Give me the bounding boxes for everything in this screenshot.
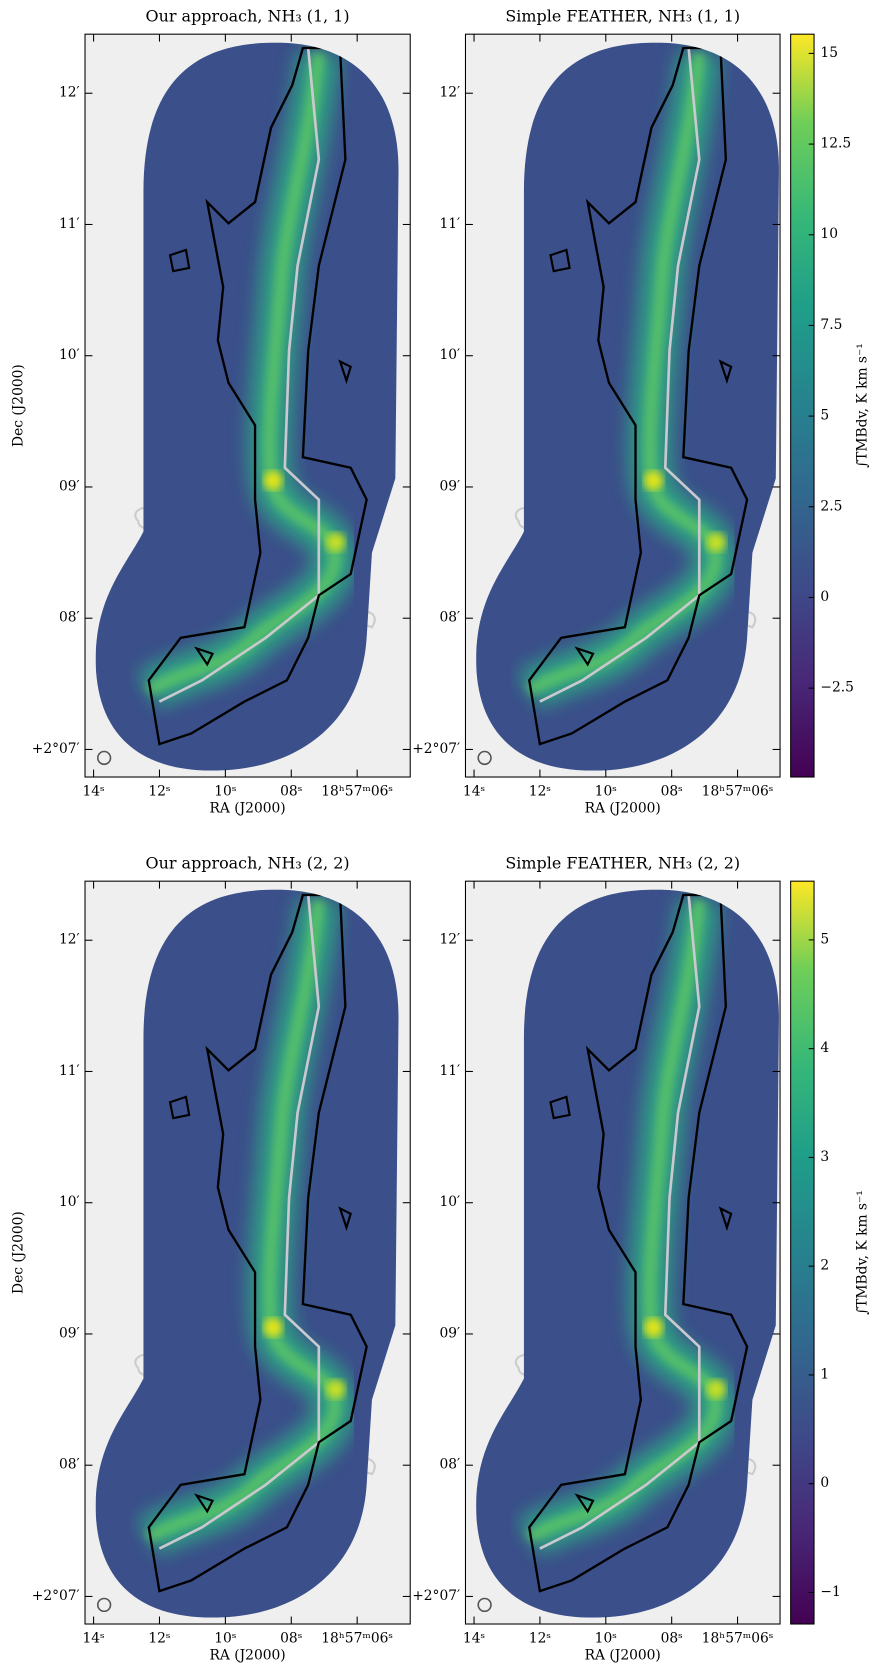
- colorbar-tick-label: 12.5: [820, 136, 851, 152]
- y-tick-label: 12′: [439, 932, 460, 948]
- y-tick-label: +2°07′: [32, 1588, 80, 1604]
- colorbar-tick-label: 5: [820, 408, 829, 424]
- x-tick-label: 18ʰ57ᵐ06ˢ: [702, 1630, 774, 1646]
- axes-frame: [464, 880, 781, 1625]
- colorbar-tick-label: 1: [820, 1366, 829, 1382]
- x-tick-label: 14ˢ: [463, 1630, 486, 1646]
- colorbar-tick-label: −1: [820, 1584, 840, 1600]
- colorbar-tick-label: 2: [820, 1258, 829, 1274]
- colorbar-tick-label: 4: [820, 1040, 829, 1056]
- x-tick-label: 12ˢ: [148, 783, 171, 799]
- y-tick-label: 08′: [439, 610, 460, 626]
- x-tick-label: 18ʰ57ᵐ06ˢ: [702, 783, 774, 799]
- y-tick-label: 10′: [59, 1194, 80, 1210]
- y-tick-label: 09′: [59, 1325, 80, 1341]
- y-tick-label: 10′: [439, 1194, 460, 1210]
- colorbar-tick-label: 0: [820, 589, 829, 605]
- panel-title: Our approach, NH₃ (2, 2): [146, 854, 350, 873]
- colorbar-tick-label: 3: [820, 1149, 829, 1165]
- x-tick-label: 14ˢ: [463, 783, 486, 799]
- y-tick-label: 09′: [439, 478, 460, 494]
- colorbar-label: ∫TMBdv, K km s⁻¹: [854, 343, 870, 468]
- colorbar-tick-label: 7.5: [820, 317, 842, 333]
- colorbar-tick-label: 0: [820, 1475, 829, 1491]
- x-tick-label: 12ˢ: [529, 1630, 552, 1646]
- panel-title: Simple FEATHER, NH₃ (1, 1): [505, 7, 740, 26]
- panel-title: Simple FEATHER, NH₃ (2, 2): [505, 854, 740, 873]
- y-tick-label: 09′: [439, 1325, 460, 1341]
- colorbar: [790, 880, 815, 1625]
- colorbar-tick-label: 10: [820, 226, 838, 242]
- x-tick-label: 18ʰ57ᵐ06ˢ: [321, 1630, 393, 1646]
- x-tick-label: 14ˢ: [82, 1630, 105, 1646]
- x-tick-label: 12ˢ: [529, 783, 552, 799]
- panel-title: Our approach, NH₃ (1, 1): [146, 7, 350, 26]
- x-tick-label: 18ʰ57ᵐ06ˢ: [321, 783, 393, 799]
- x-tick-label: 14ˢ: [82, 783, 105, 799]
- x-tick-label: 10ˢ: [595, 1630, 618, 1646]
- x-tick-label: 08ˢ: [280, 783, 303, 799]
- colorbar-tick-label: 15: [820, 45, 838, 61]
- x-tick-label: 08ˢ: [280, 1630, 303, 1646]
- y-tick-label: 12′: [59, 932, 80, 948]
- y-tick-label: 11′: [59, 1063, 80, 1079]
- y-tick-label: 11′: [439, 216, 460, 232]
- x-tick-label: 10ˢ: [595, 783, 618, 799]
- x-tick-label: 08ˢ: [661, 1630, 684, 1646]
- y-axis-label: Dec (J2000): [11, 1211, 27, 1294]
- axes-frame: [84, 33, 411, 778]
- x-axis-label: RA (J2000): [210, 1647, 286, 1663]
- x-axis-label: RA (J2000): [585, 800, 661, 816]
- y-tick-label: 08′: [59, 1457, 80, 1473]
- x-tick-label: 10ˢ: [214, 1630, 237, 1646]
- y-tick-label: +2°07′: [412, 741, 460, 757]
- y-tick-label: 10′: [59, 347, 80, 363]
- y-tick-label: 10′: [439, 347, 460, 363]
- y-tick-label: 12′: [439, 85, 460, 101]
- x-tick-label: 08ˢ: [661, 783, 684, 799]
- colorbar-label: ∫TMBdv, K km s⁻¹: [854, 1190, 870, 1315]
- colorbar: [790, 33, 815, 778]
- y-tick-label: 11′: [59, 216, 80, 232]
- axes-frame: [464, 33, 781, 778]
- x-axis-label: RA (J2000): [210, 800, 286, 816]
- x-tick-label: 10ˢ: [214, 783, 237, 799]
- x-axis-label: RA (J2000): [585, 1647, 661, 1663]
- x-tick-label: 12ˢ: [148, 1630, 171, 1646]
- colorbar-tick-label: 5: [820, 931, 829, 947]
- y-tick-label: 09′: [59, 478, 80, 494]
- y-tick-label: 12′: [59, 85, 80, 101]
- y-tick-label: 11′: [439, 1063, 460, 1079]
- colorbar-tick-label: −2.5: [820, 680, 854, 696]
- y-tick-label: 08′: [59, 610, 80, 626]
- y-tick-label: 08′: [439, 1457, 460, 1473]
- y-axis-label: Dec (J2000): [11, 364, 27, 447]
- axes-frame: [84, 880, 411, 1625]
- y-tick-label: +2°07′: [412, 1588, 460, 1604]
- colorbar-tick-label: 2.5: [820, 498, 842, 514]
- y-tick-label: +2°07′: [32, 741, 80, 757]
